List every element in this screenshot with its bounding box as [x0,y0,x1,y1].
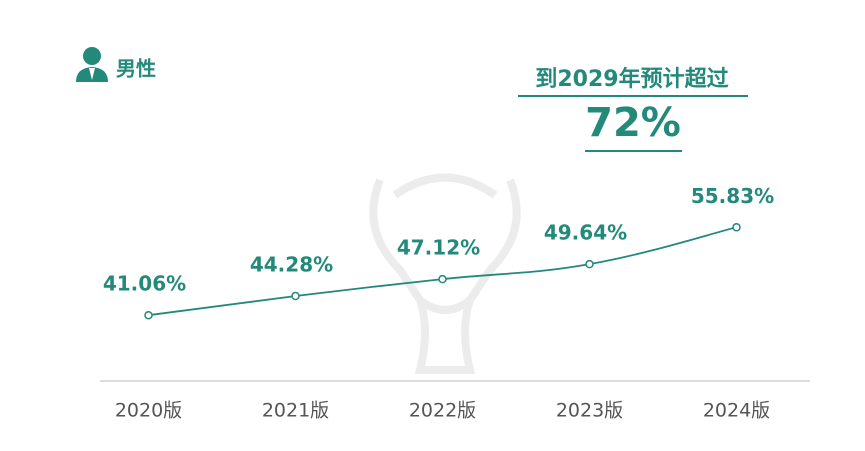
value-label: 49.64% [544,221,627,245]
annotation-text: 到2029年预计超过 [535,66,728,92]
x-tick-label: 2021版 [262,400,329,422]
point [585,259,594,269]
x-tick-label: 2023版 [556,400,623,422]
value-label: 41.06% [103,272,186,296]
legend-title: 男性 [116,57,156,81]
value-label: 55.83% [691,184,774,208]
x-tick-label: 2024版 [703,400,770,422]
watermark-icon [369,173,521,374]
value-label: 47.12% [397,236,480,260]
point [438,274,447,284]
point [732,223,741,232]
point [144,310,153,320]
annotation-value: 72% [585,100,681,146]
point [291,291,300,301]
x-tick-label: 2020版 [115,400,182,422]
value-label: 44.28% [250,253,333,277]
x-tick-label: 2022版 [409,400,476,422]
person-icon [76,47,108,82]
